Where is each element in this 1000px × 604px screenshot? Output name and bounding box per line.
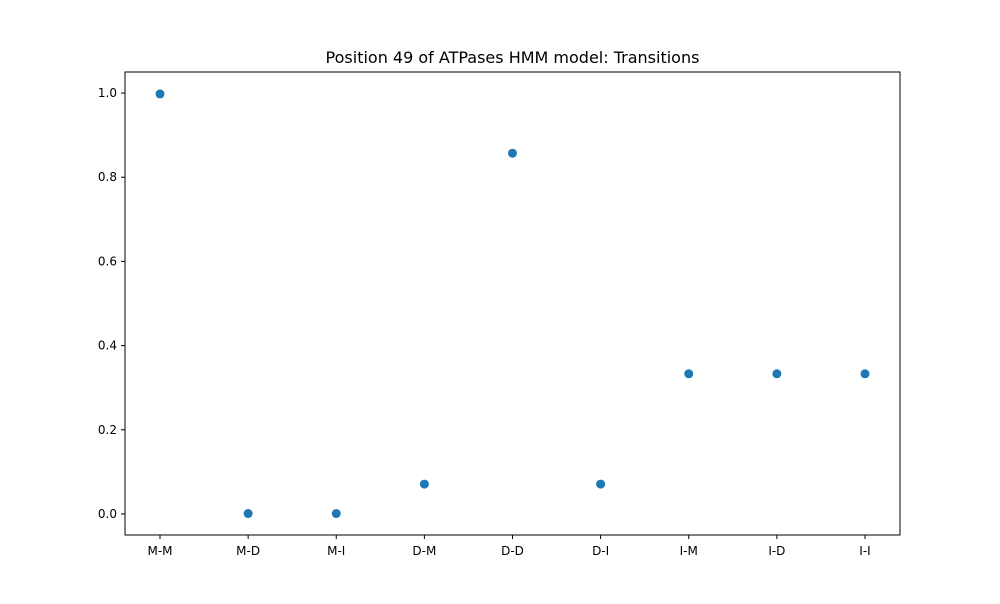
y-tick-label: 0.0	[98, 507, 117, 521]
y-tick-label: 0.2	[98, 423, 117, 437]
data-point-d-m	[419, 479, 429, 489]
x-tick-label: M-M	[147, 544, 172, 558]
x-tick-label: I-M	[680, 544, 698, 558]
data-point-d-i	[596, 479, 606, 489]
x-tick-label: D-M	[412, 544, 436, 558]
data-point-i-m	[684, 369, 694, 379]
y-tick-label: 1.0	[98, 86, 117, 100]
x-tick-label: D-I	[592, 544, 609, 558]
plot-area-frame	[124, 71, 901, 536]
x-tick-label: I-D	[768, 544, 785, 558]
y-tick-label: 0.4	[98, 339, 117, 353]
x-tick-label: M-I	[327, 544, 345, 558]
data-point-m-i	[331, 509, 341, 519]
x-tick-label: D-D	[501, 544, 524, 558]
y-tick-label: 0.8	[98, 170, 117, 184]
data-point-i-d	[772, 369, 782, 379]
data-point-i-i	[860, 369, 870, 379]
y-tick-label: 0.6	[98, 254, 117, 268]
x-axis-ticks: M-M M-D M-I D-M D-D D-I I-M I-D I-I	[147, 535, 871, 558]
data-point-m-d	[243, 509, 253, 519]
x-tick-label: M-D	[236, 544, 260, 558]
y-axis-ticks: 0.0 0.2 0.4 0.6 0.8 1.0	[98, 86, 125, 521]
data-point-d-d	[508, 148, 517, 158]
data-points	[155, 89, 870, 519]
data-point-m-m	[155, 89, 165, 99]
x-tick-label: I-I	[859, 544, 870, 558]
chart-title: Position 49 of ATPases HMM model: Transi…	[326, 48, 700, 67]
